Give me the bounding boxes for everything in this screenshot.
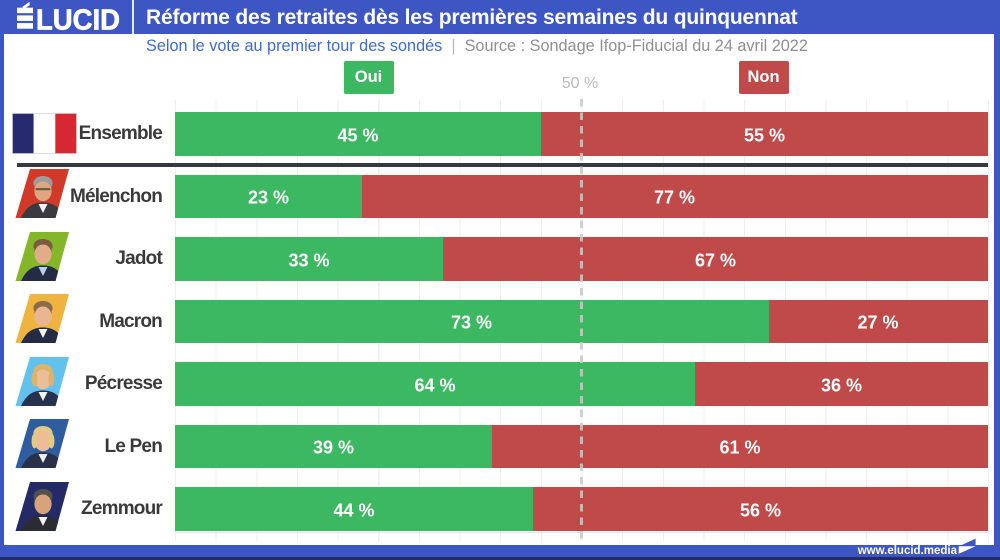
svg-text:LUCID: LUCID — [36, 4, 120, 31]
